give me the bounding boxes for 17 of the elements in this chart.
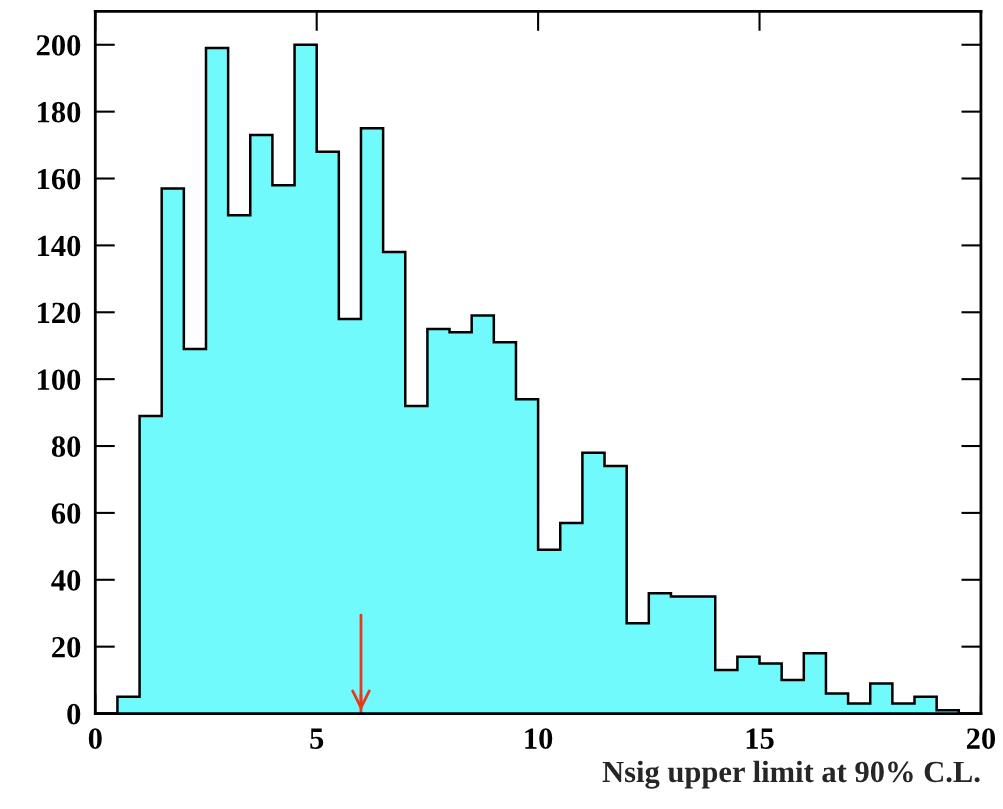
x-tick-label: 20 <box>966 728 996 749</box>
y-tick-label: 40 <box>51 570 81 591</box>
y-tick-label: 60 <box>51 503 81 524</box>
y-tick-label: 80 <box>51 436 81 457</box>
y-tick-label: 20 <box>52 636 81 658</box>
y-tick-label: 180 <box>38 101 81 123</box>
y-tick-label: 200 <box>36 35 81 56</box>
y-tick-label: 120 <box>38 302 81 324</box>
x-tick-label: 15 <box>746 728 774 749</box>
x-tick-label: 0 <box>88 728 102 749</box>
y-tick-label: 0 <box>67 703 81 725</box>
y-tick-label: 140 <box>38 235 81 257</box>
x-tick-label: 5 <box>310 728 324 749</box>
y-tick-label: 100 <box>38 369 81 391</box>
x-tick-label: 10 <box>525 728 553 749</box>
x-axis-title: Nsig upper limit at 90% C.L. <box>602 760 980 789</box>
y-tick-label: 160 <box>38 168 81 190</box>
